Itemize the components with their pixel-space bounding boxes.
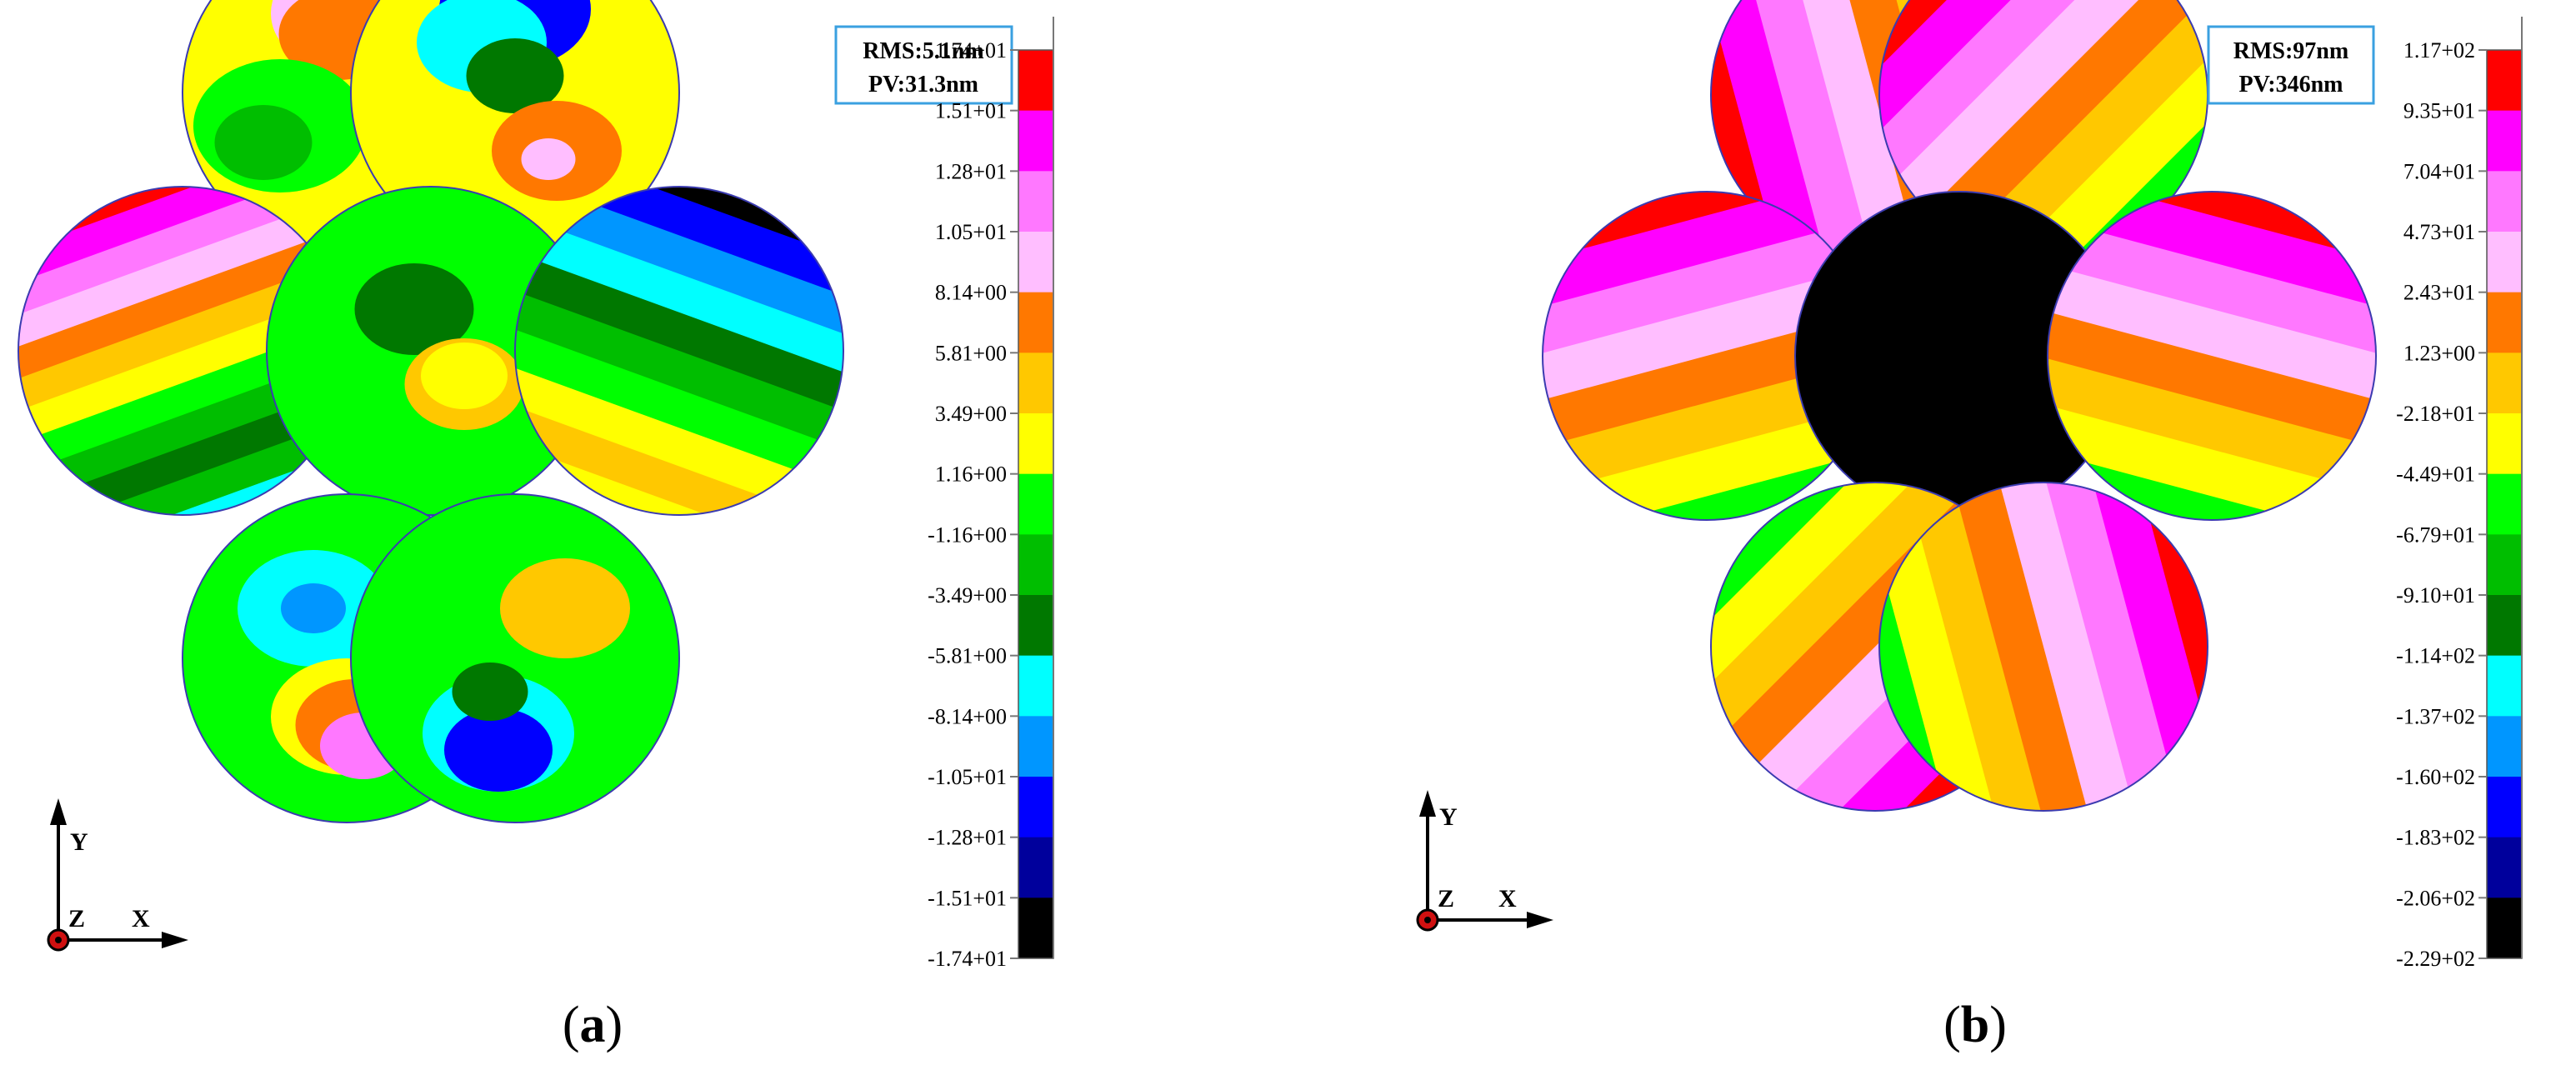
legend-tick-label: 1.23+00	[2403, 341, 2475, 365]
legend-tick-label: -1.16+00	[928, 522, 1007, 547]
legend-tick-label: -4.49+01	[2396, 462, 2475, 487]
segment-bottom-right	[351, 494, 679, 822]
legend-tick-label: 1.05+01	[935, 220, 1007, 244]
legend-tick-label: 2.43+01	[2403, 281, 2475, 305]
legend-tick-label: 7.04+01	[2403, 159, 2475, 183]
legend-tick-label: -2.29+02	[2396, 947, 2475, 971]
color-legend-a: 1.74+01 1.51+01 1.28+01 1.05+01 8.14+00 5.81+…	[928, 17, 1054, 971]
legend-tick-label: -1.14+02	[2396, 644, 2475, 668]
legend-tick-label: -2.06+02	[2396, 886, 2475, 910]
legend-tick-label: 1.51+01	[935, 99, 1007, 123]
legend-tick-label: -1.28+01	[928, 826, 1007, 850]
legend-ticks-a: 1.74+01 1.51+01 1.28+01 1.05+01 8.14+00 5.81+…	[928, 38, 1018, 971]
legend-tick-label: -9.10+01	[2396, 583, 2475, 608]
legend-tick-label: -3.49+00	[928, 583, 1007, 608]
legend-tick-label: -8.14+00	[928, 704, 1007, 728]
legend-tick-label: -6.79+01	[2396, 522, 2475, 547]
x-arrow-icon	[162, 932, 188, 948]
mirror-segments-a	[18, 0, 844, 823]
y-axis-label-a: Y	[70, 828, 88, 856]
legend-tick-label: -1.51+01	[928, 886, 1007, 910]
legend-tick-label: 1.17+02	[2403, 38, 2475, 62]
axis-triad-a: Y Z X	[47, 798, 188, 952]
legend-tick-label: 1.28+01	[935, 159, 1007, 183]
pv-label-a: PV:31.3nm	[868, 72, 978, 98]
legend-tick-label: -1.05+01	[928, 765, 1007, 789]
z-axis-label-b: Z	[1438, 885, 1454, 912]
legend-tick-label: -1.60+02	[2396, 765, 2475, 789]
legend-tick-label: 3.49+00	[935, 402, 1007, 426]
stats-box-a: RMS:5.1nm PV:31.3nm	[834, 25, 1013, 105]
panel-b: RMS:97nm PV:346nm 1.17+02 9.35+01 7.04+01 4…	[1416, 0, 2523, 1053]
pv-label-b: PV:346nm	[2239, 72, 2343, 98]
mirror-segments-b	[1542, 0, 2377, 812]
axis-triad-b: Y Z X	[1416, 790, 1553, 932]
rms-label-a: RMS:5.1nm	[863, 38, 983, 64]
caption-b: (b)	[1943, 997, 2007, 1053]
caption-a: (a)	[563, 997, 623, 1053]
x-axis-label-a: X	[132, 905, 150, 932]
legend-tick-label: 1.16+00	[935, 462, 1007, 487]
legend-tick-label: 4.73+01	[2403, 220, 2475, 244]
legend-bar-a	[1018, 17, 1054, 959]
legend-tick-label: 5.81+00	[935, 341, 1007, 365]
legend-ticks-b: 1.17+02 9.35+01 7.04+01 4.73+01 2.43+01 1.23+…	[2396, 38, 2487, 971]
legend-tick-label: -5.81+00	[928, 644, 1007, 668]
rms-label-b: RMS:97nm	[2233, 38, 2348, 64]
legend-tick-label: -1.37+02	[2396, 704, 2475, 728]
y-arrow-icon	[1419, 790, 1436, 817]
y-arrow-icon	[50, 798, 67, 825]
legend-tick-label: 8.14+00	[935, 281, 1007, 305]
legend-tick-label: 9.35+01	[2403, 99, 2475, 123]
legend-tick-label: -2.18+01	[2396, 402, 2475, 426]
legend-tick-label: -1.74+01	[928, 947, 1007, 971]
panel-a: RMS:5.1nm PV:31.3nm 1.74+01 1.51+01 1.28+0…	[18, 0, 1054, 1053]
legend-tick-label: 1.74+01	[935, 38, 1007, 62]
x-axis-label-b: X	[1498, 885, 1517, 912]
legend-tick-label: -1.83+02	[2396, 826, 2475, 850]
z-axis-label-a: Z	[68, 905, 85, 932]
legend-bar-b	[2486, 17, 2523, 959]
stats-box-b: RMS:97nm PV:346nm	[2207, 25, 2375, 105]
color-legend-b: 1.17+02 9.35+01 7.04+01 4.73+01 2.43+01 1.23+…	[2396, 17, 2523, 971]
x-arrow-icon	[1527, 912, 1553, 928]
y-axis-label-b: Y	[1439, 803, 1458, 831]
